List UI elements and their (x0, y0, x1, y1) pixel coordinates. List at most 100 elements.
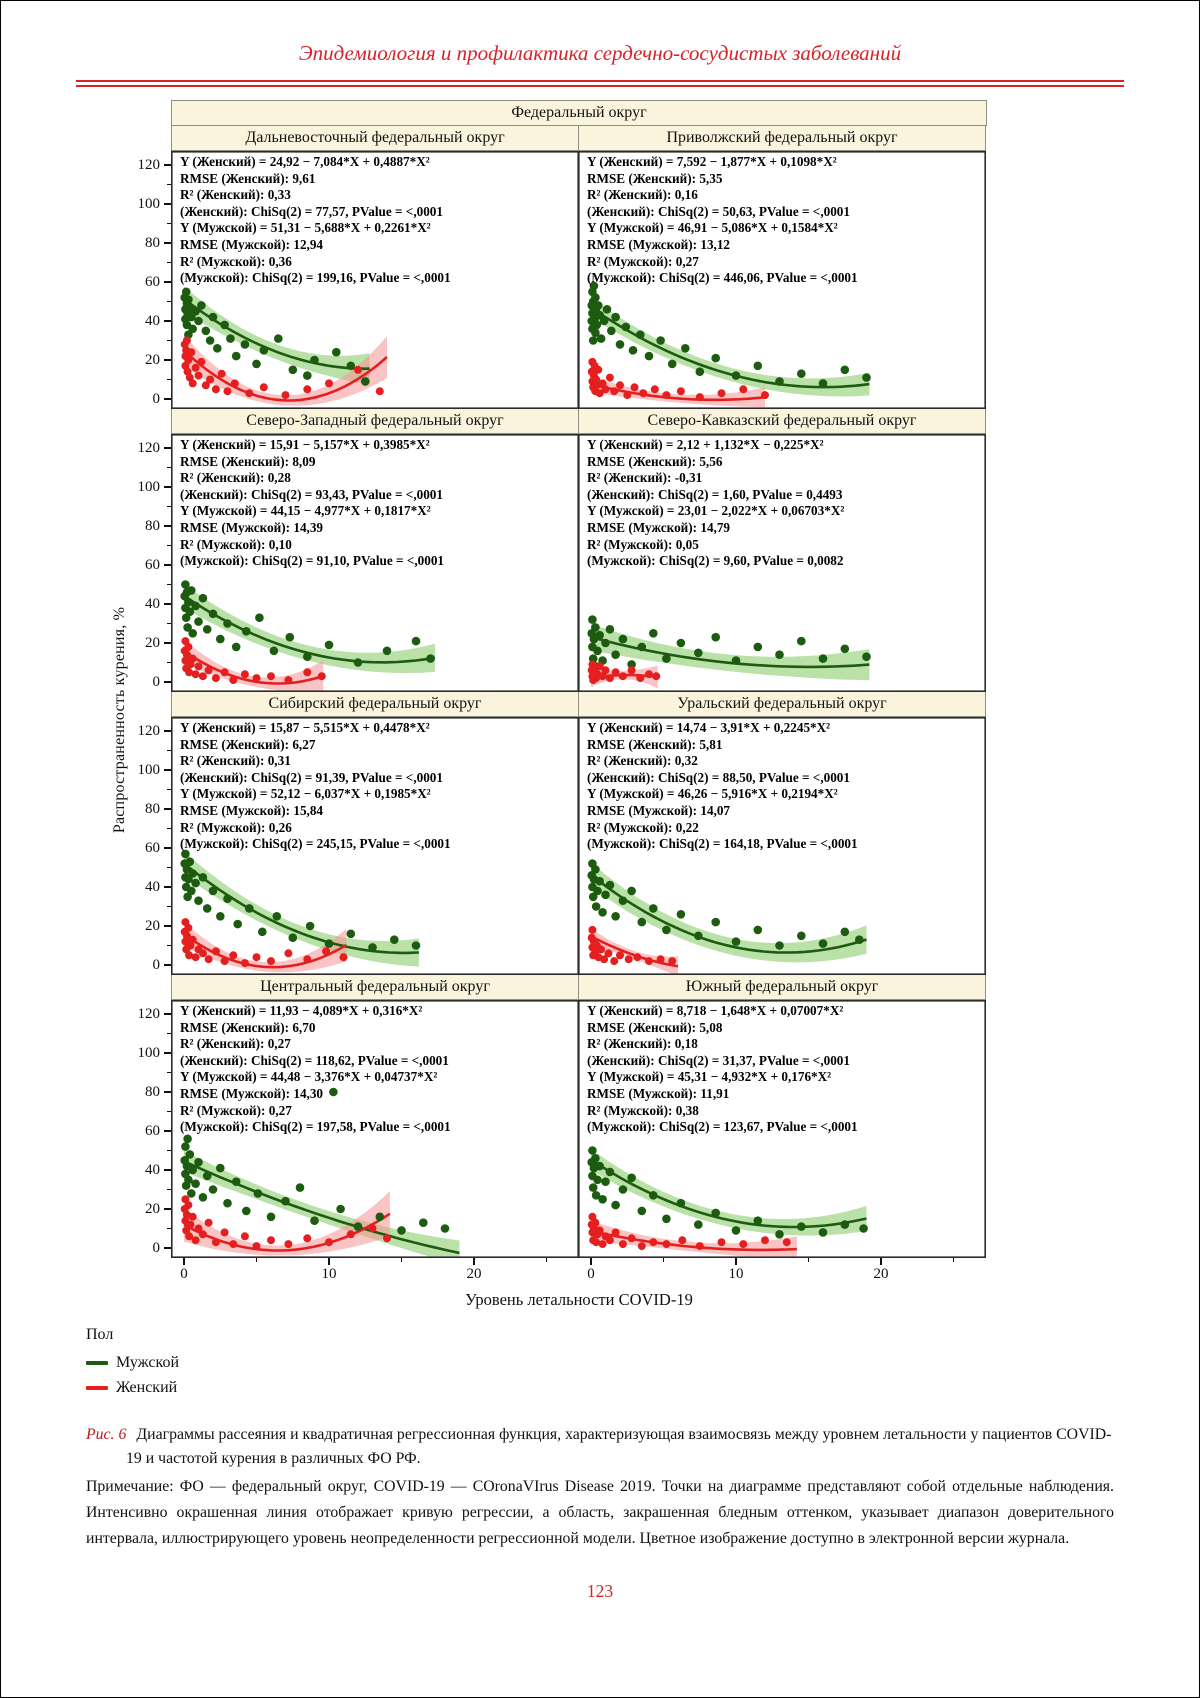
y-tick (164, 398, 171, 400)
y-tick (167, 622, 171, 625)
y-tick-label: 60 (145, 274, 160, 290)
panel-header-row: Северо-Западный федеральный округ Северо-… (171, 408, 987, 434)
x-tick (590, 1258, 592, 1265)
y-tick (164, 1247, 171, 1249)
x-minor-tick (662, 1258, 665, 1262)
figure: Распространенность курения, % Федеральны… (111, 100, 987, 1310)
y-tick (167, 544, 171, 547)
y-tick-label: 120 (137, 440, 161, 456)
x-tick-label: 0 (587, 1266, 595, 1282)
panel-header: Северо-Кавказский федеральный округ (578, 408, 986, 434)
y-tick (164, 1091, 171, 1093)
journal-header: Эпидемиология и профилактика сердечно-со… (298, 41, 902, 65)
y-tick (164, 808, 171, 810)
y-axis-gutter: 0 20 40 60 80 100 120 (119, 1000, 171, 1258)
x-axis: 0 10 20 (171, 1258, 579, 1288)
y-axis-gutter: 0 20 40 60 80 100 120 (119, 434, 171, 692)
y-tick (164, 447, 171, 449)
panel-plot (578, 434, 986, 692)
y-tick (167, 339, 171, 342)
y-tick (164, 281, 171, 283)
y-tick-label: 40 (145, 1162, 160, 1178)
panel-series-group (587, 281, 871, 408)
panel-plot-row: 0 20 40 60 80 100 120 Y (Женский) = 11,93 − 4,0… (119, 1000, 987, 1258)
x-minor-tick (400, 1258, 403, 1262)
y-tick-label: 0 (152, 391, 161, 407)
y-tick (164, 1052, 171, 1054)
y-tick-label: 80 (145, 801, 160, 817)
y-tick (164, 730, 171, 732)
caption-text: Диаграммы рассеяния и квадратичная регре… (126, 1426, 1112, 1467)
y-tick-label: 120 (137, 1006, 161, 1022)
panel-series-group (587, 615, 871, 689)
y-tick-label: 20 (145, 918, 160, 934)
legend-label-female: Женский (116, 1379, 178, 1396)
y-tick-label: 100 (137, 762, 161, 778)
y-tick-label: 40 (145, 879, 160, 895)
panel-plot-row: 0 20 40 60 80 100 120 Y (Женский) = 15,91 − 5,1… (119, 434, 987, 692)
legend-label-male: Мужской (116, 1354, 180, 1371)
panel-series-group (587, 1146, 868, 1257)
panel-header: Дальневосточный федеральный округ (171, 125, 579, 151)
y-axis-gutter: 0 20 40 60 80 100 120 (119, 151, 171, 409)
y-tick-label: 100 (137, 1045, 161, 1061)
panel-series-group (180, 1087, 460, 1257)
panel-plot (171, 151, 579, 409)
panel-plot (171, 1000, 579, 1258)
y-tick-label: 40 (145, 313, 160, 329)
y-tick (167, 466, 171, 469)
panel-plot (171, 717, 579, 975)
y-tick-label: 80 (145, 518, 160, 534)
y-axis-gutter: 0 20 40 60 80 100 120 (119, 717, 171, 975)
y-tick (167, 749, 171, 752)
y-tick-label: 40 (145, 596, 160, 612)
y-tick (167, 1032, 171, 1035)
scatter-panel: Y (Женский) = 15,91 − 5,157*X + 0,3985*X… (171, 434, 579, 692)
y-tick (167, 583, 171, 586)
panel-series-group (587, 859, 867, 974)
y-tick (164, 320, 171, 322)
y-tick (167, 1149, 171, 1152)
x-tick-label: 20 (873, 1266, 889, 1282)
y-tick-label: 80 (145, 1084, 160, 1100)
x-tick (183, 1258, 185, 1265)
figure-caption: Рис. 6 Диаграммы рассеяния и квадратичная… (86, 1423, 1114, 1470)
panel-header-row: Центральный федеральный округ Южный федер… (171, 974, 987, 1000)
legend-swatch-female (86, 1386, 108, 1390)
x-axis: 0 10 20 (578, 1258, 986, 1288)
y-tick (167, 1227, 171, 1230)
y-tick (167, 905, 171, 908)
panel-plot (578, 717, 986, 975)
panel-header: Приволжский федеральный округ (578, 125, 986, 151)
y-tick-label: 60 (145, 1123, 160, 1139)
y-tick (167, 827, 171, 830)
y-tick (167, 788, 171, 791)
y-tick-label: 100 (137, 479, 161, 495)
y-tick-label: 20 (145, 1201, 160, 1217)
panel-series-group (180, 580, 436, 691)
scatter-panel: Y (Женский) = 2,12 + 1,132*X − 0,225*X² R… (578, 434, 986, 692)
panel-header: Центральный федеральный округ (171, 974, 579, 1000)
y-tick (164, 847, 171, 849)
panel-header: Уральский федеральный округ (578, 691, 986, 717)
y-tick (167, 866, 171, 869)
y-tick (167, 661, 171, 664)
y-tick (164, 486, 171, 488)
y-tick (164, 564, 171, 566)
panel-series-group (180, 849, 421, 973)
y-tick (164, 1130, 171, 1132)
y-tick-label: 20 (145, 352, 160, 368)
y-tick (167, 1110, 171, 1113)
panel-header: Южный федеральный округ (578, 974, 986, 1000)
y-tick (164, 603, 171, 605)
y-tick (167, 222, 171, 225)
y-tick (164, 886, 171, 888)
figure-grid: Дальневосточный федеральный округ Приволж… (119, 125, 987, 1288)
panel-series-group (180, 286, 388, 406)
x-minor-tick (545, 1258, 548, 1262)
panel-plot-row: 0 20 40 60 80 100 120 Y (Женский) = 24,92 − 7,0… (119, 151, 987, 409)
y-tick (164, 1013, 171, 1015)
y-tick-label: 120 (137, 157, 161, 173)
legend-swatch-male (86, 1361, 108, 1365)
